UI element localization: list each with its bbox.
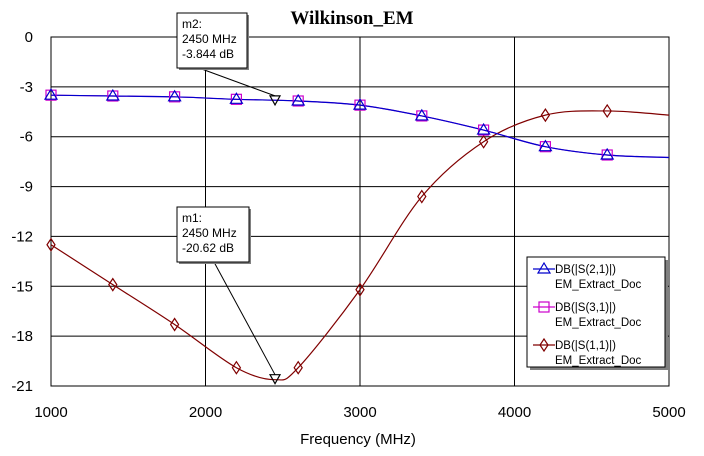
legend-entry-name: DB(|S(2,1)|) [555, 264, 616, 276]
legend-entry-source: EM_Extract_Doc [555, 279, 642, 291]
legend[interactable]: DB(|S(2,1)|) EM_Extract_Doc DB(|S(3,1)|) EM… [526, 256, 668, 370]
data-point-diamond [108, 277, 118, 292]
series-curves [50, 94, 670, 381]
series-line [50, 94, 670, 159]
data-point-diamond [602, 103, 612, 119]
data-point-triangle [600, 147, 615, 160]
x-tick-label: 2000 [189, 404, 222, 421]
y-tick-label: 0 [25, 29, 33, 46]
y-tick-label: -12 [11, 228, 33, 245]
legend-entry-source: EM_Extract_Doc [555, 317, 642, 329]
x-tick-label: 3000 [343, 404, 376, 421]
y-tick-label: -18 [11, 328, 33, 345]
data-point-triangle [229, 92, 244, 104]
legend-box [526, 256, 666, 368]
x-tick-label: 1000 [34, 404, 67, 421]
data-point-diamond [417, 189, 427, 204]
marker-text: m1: [182, 211, 202, 225]
y-tick-label: -3 [20, 79, 33, 96]
series-line [50, 110, 670, 381]
marker-text: -20.62 dB [182, 241, 234, 255]
data-point-diamond [46, 237, 56, 252]
series-markers [43, 88, 615, 375]
x-tick-label: 4000 [498, 404, 531, 421]
data-point-diamond [355, 282, 365, 297]
data-point-diamond [540, 108, 551, 123]
marker-leader-line [198, 67, 276, 97]
marker-triangle-icon [269, 374, 282, 385]
marker-box [176, 206, 250, 263]
data-point-triangle [352, 97, 368, 110]
data-point-triangle [167, 89, 182, 102]
data-point-diamond [293, 360, 303, 375]
data-point-triangle [105, 88, 120, 101]
data-point-triangle [538, 139, 553, 152]
x-tick-label: 5000 [652, 404, 685, 421]
data-point-diamond [169, 317, 180, 332]
marker-text: 2450 MHz [182, 32, 237, 46]
marker-triangle-icon [269, 95, 282, 107]
legend-entry-name: DB(|S(1,1)|) [555, 340, 616, 352]
marker-leader-line [213, 261, 276, 375]
y-tick-label: -21 [11, 378, 33, 395]
chart-title: Wilkinson_EM [290, 8, 413, 29]
data-point-triangle [291, 93, 306, 106]
y-tick-label: -15 [11, 278, 33, 295]
y-tick-label: -9 [20, 179, 33, 196]
data-point-triangle [476, 122, 491, 135]
marker-text: -3.844 dB [182, 47, 234, 61]
tick-labels: 1000 2000 3000 4000 5000 0 -3 -6 -9 -12 -15 -18 -21 [11, 29, 685, 421]
marker-text: 2450 MHz [182, 226, 237, 240]
x-axis-label: Frequency (MHz) [300, 431, 416, 448]
marker-box [176, 12, 248, 69]
data-point-diamond [478, 134, 489, 149]
legend-square-icon [538, 301, 550, 313]
legend-triangle-icon [536, 261, 552, 274]
legend-diamond-icon [539, 337, 549, 353]
data-point-triangle [414, 108, 429, 121]
y-tick-label: -6 [20, 129, 33, 146]
data-point-diamond [231, 360, 242, 375]
legend-entry-source: EM_Extract_Doc [555, 355, 642, 367]
marker-text: m2: [182, 17, 202, 31]
legend-entry-name: DB(|S(3,1)|) [555, 302, 616, 314]
data-point-triangle [43, 88, 59, 100]
